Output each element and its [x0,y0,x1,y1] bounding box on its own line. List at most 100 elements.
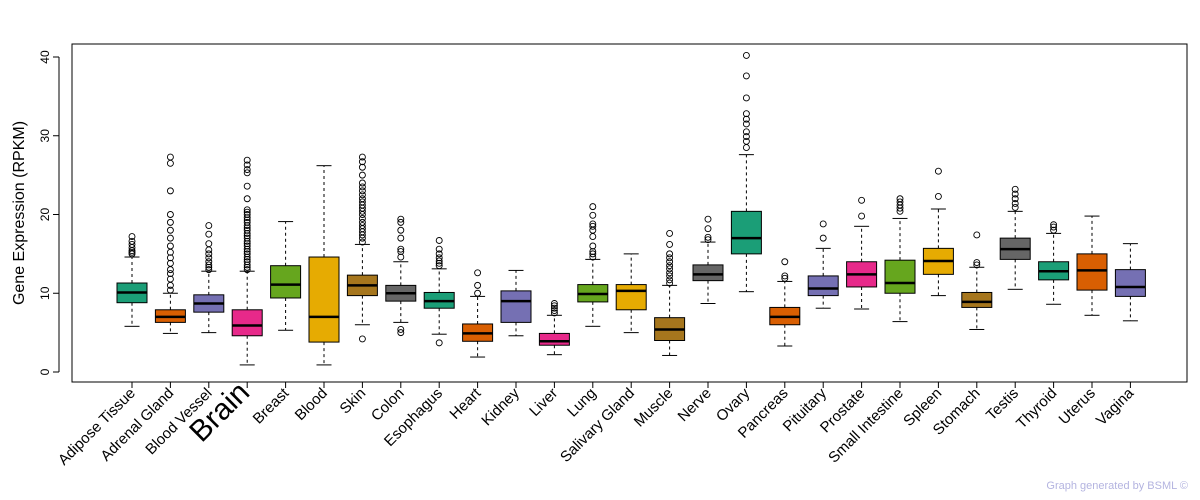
outlier-point [166,226,174,234]
outlier-point [243,250,251,258]
outlier-point [128,240,136,248]
outlier-point [742,128,750,136]
box-esophagus [423,237,455,347]
box-spleen [922,167,954,297]
box-iqr [231,309,263,337]
outlier-point [358,195,366,203]
box-small-intestine [884,195,916,323]
outlier-point [550,300,558,307]
outlier-point [243,248,251,255]
outlier-point [243,237,251,245]
outlier-point [166,153,174,161]
outlier-point [742,94,750,102]
outlier-point [166,254,174,262]
box-iqr [1114,269,1146,297]
outlier-point [358,163,366,171]
outlier-point [435,245,443,253]
outlier-point [243,234,251,242]
outlier-point [166,286,174,294]
outlier-point [435,257,443,265]
outlier-point [397,329,405,337]
outlier-point [243,156,251,164]
box-iqr [1076,253,1108,291]
outlier-point [704,233,712,241]
y-tick-label-10: 10 [38,286,52,300]
x-label-skin: Skin [337,385,370,418]
outlier-point [550,307,558,315]
box-vagina [1114,243,1146,322]
outlier-point [896,198,904,206]
box-heart [462,269,494,358]
box-iqr [961,291,993,308]
outlier-point [550,309,558,317]
credit-text: Graph generated by BSML © [1046,480,1188,492]
outlier-point [435,237,443,244]
x-label-muscle: Muscle [631,385,677,431]
outlier-point [742,137,750,145]
outlier-point [243,253,251,261]
outlier-point [358,179,366,187]
outlier-point [243,169,251,177]
box-muscle [654,229,686,356]
outlier-point [205,250,213,258]
outlier-point [243,242,251,250]
box-prostate [846,196,878,310]
outlier-point [1050,223,1058,231]
outlier-point [666,250,674,258]
outlier-point [666,262,674,270]
outlier-point [243,182,251,190]
box-iqr [692,264,724,282]
outlier-point [205,246,213,254]
box-iqr [884,259,916,294]
x-label-breast: Breast [250,384,293,427]
outlier-point [397,248,405,255]
outlier-point [1011,200,1019,207]
box-nerve [692,215,724,304]
box-brain [231,156,263,366]
outlier-point [358,238,366,246]
outlier-point [358,171,366,179]
outlier-point [781,272,789,280]
outlier-point [550,304,558,312]
box-salivary-gland [615,253,647,334]
outlier-point [243,261,251,269]
outlier-point [243,195,251,203]
outlier-point [205,230,213,238]
box-liver [538,300,570,356]
box-iqr [308,256,340,343]
box-iqr [730,210,762,255]
outlier-point [704,225,712,233]
outlier-point [128,233,136,241]
outlier-point [666,265,674,273]
outlier-point [243,229,251,237]
outlier-point [243,255,251,263]
outlier-point [205,266,213,274]
outlier-point [166,211,174,218]
outlier-point [1011,190,1019,198]
outlier-point [128,237,136,245]
outlier-point [397,245,405,253]
x-label-liver: Liver [526,385,561,420]
box-iqr [615,284,647,311]
outlier-point [435,259,443,267]
outlier-point [666,279,674,287]
outlier-point [934,167,942,175]
y-tick-label-40: 40 [38,50,52,64]
outlier-point [474,269,482,277]
outlier-point [742,120,750,128]
box-iqr [807,275,839,297]
outlier-point [742,144,750,152]
outlier-point [742,72,750,80]
outlier-point [166,242,174,250]
outlier-point [666,269,674,277]
outlier-point [397,253,405,261]
box-blood-vessel [193,222,225,334]
box-blood [308,165,340,366]
outlier-point [358,222,366,229]
outlier-point [243,216,251,224]
outlier-point [243,226,251,234]
outlier-point [474,289,482,297]
outlier-point [358,158,366,166]
outlier-point [589,242,597,250]
